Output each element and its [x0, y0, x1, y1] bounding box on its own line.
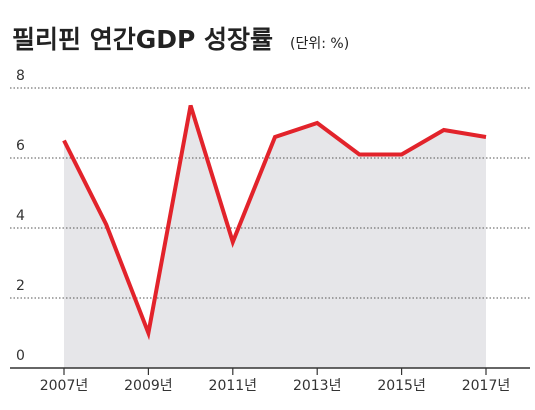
chart-title: 필리핀 연간GDP 성장률 [12, 25, 273, 54]
x-tick-label: 2007년 [40, 378, 89, 394]
x-tick-label: 2013년 [293, 378, 342, 394]
x-tick-label: 2009년 [124, 378, 173, 394]
y-tick-label: 6 [16, 138, 25, 154]
y-tick-label: 4 [16, 208, 25, 224]
x-tick-label: 2017년 [462, 378, 511, 394]
chart-subtitle: (단위: %) [290, 36, 349, 52]
area [64, 105, 486, 368]
x-tick-label: 2015년 [377, 378, 426, 394]
y-tick-label: 2 [16, 278, 25, 294]
line [62, 104, 487, 341]
y-tick-label: 8 [16, 68, 25, 84]
x-tick-label: 2011년 [209, 378, 258, 394]
y-tick-label: 0 [16, 348, 25, 364]
